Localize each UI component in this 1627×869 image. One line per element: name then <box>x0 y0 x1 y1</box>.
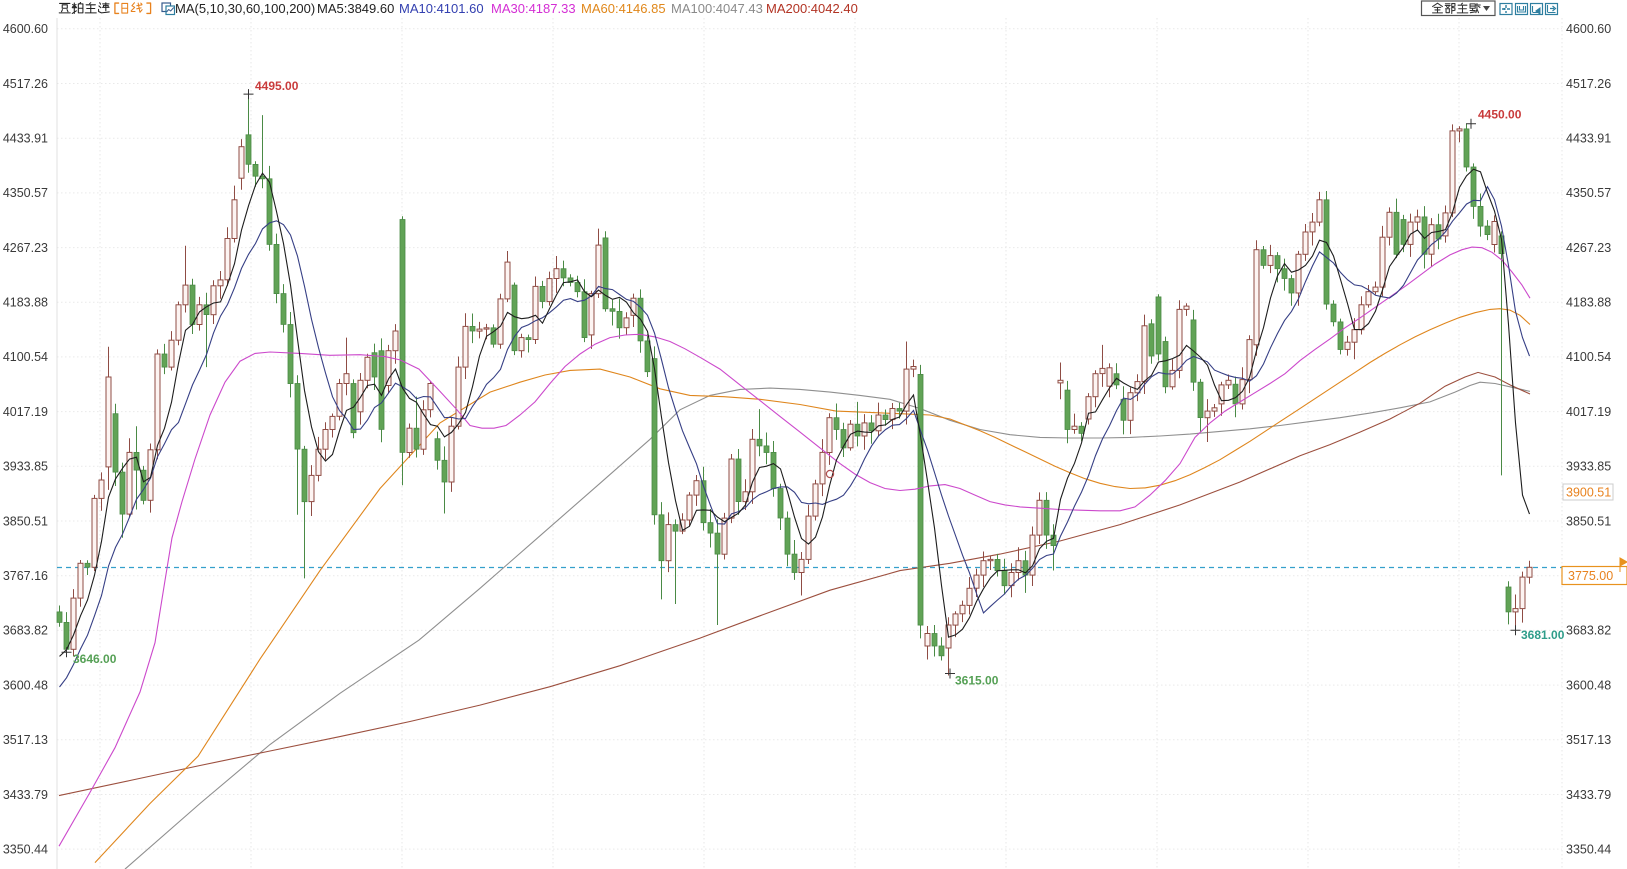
svg-text:4433.91: 4433.91 <box>1566 132 1611 146</box>
svg-text:3350.44: 3350.44 <box>3 842 48 856</box>
svg-text:4183.88: 4183.88 <box>3 296 48 310</box>
svg-text:3517.13: 3517.13 <box>3 733 48 747</box>
svg-text:4183.88: 4183.88 <box>1566 296 1611 310</box>
svg-text:4350.57: 4350.57 <box>3 186 48 200</box>
svg-text:3900.51: 3900.51 <box>1566 486 1611 500</box>
svg-text:4100.54: 4100.54 <box>1566 350 1611 364</box>
svg-text:4267.23: 4267.23 <box>1566 241 1611 255</box>
svg-text:4495.00: 4495.00 <box>255 79 299 93</box>
svg-text:3646.00: 3646.00 <box>73 652 117 666</box>
svg-text:4350.57: 4350.57 <box>1566 186 1611 200</box>
svg-text:4517.26: 4517.26 <box>1566 77 1611 91</box>
svg-text:3433.79: 3433.79 <box>3 788 48 802</box>
svg-text:MA(5,10,30,60,100,200): MA(5,10,30,60,100,200) <box>175 1 315 16</box>
svg-text:3433.79: 3433.79 <box>1566 788 1611 802</box>
svg-text:MA30:4187.33: MA30:4187.33 <box>491 1 576 16</box>
svg-text:4600.60: 4600.60 <box>3 22 48 36</box>
svg-text:MA60:4146.85: MA60:4146.85 <box>581 1 666 16</box>
svg-text:4267.23: 4267.23 <box>3 241 48 255</box>
svg-text:3600.48: 3600.48 <box>1566 678 1611 692</box>
svg-text:MA100:4047.43: MA100:4047.43 <box>671 1 763 16</box>
svg-text:4017.19: 4017.19 <box>1566 405 1611 419</box>
svg-text:4450.00: 4450.00 <box>1478 108 1522 122</box>
svg-text:3933.85: 3933.85 <box>1566 460 1611 474</box>
svg-text:MA10:4101.60: MA10:4101.60 <box>399 1 484 16</box>
svg-text:3683.82: 3683.82 <box>1566 624 1611 638</box>
svg-text:3683.82: 3683.82 <box>3 624 48 638</box>
svg-text:3615.00: 3615.00 <box>955 674 999 688</box>
svg-text:MA200:4042.40: MA200:4042.40 <box>766 1 858 16</box>
svg-text:3350.44: 3350.44 <box>1566 842 1611 856</box>
svg-text:3681.00: 3681.00 <box>1521 628 1565 642</box>
svg-text:4433.91: 4433.91 <box>3 132 48 146</box>
svg-text:3775.00: 3775.00 <box>1568 569 1613 583</box>
svg-text:MA5:3849.60: MA5:3849.60 <box>317 1 394 16</box>
svg-text:3517.13: 3517.13 <box>1566 733 1611 747</box>
svg-text:3600.48: 3600.48 <box>3 678 48 692</box>
svg-text:3767.16: 3767.16 <box>3 569 48 583</box>
svg-text:4517.26: 4517.26 <box>3 77 48 91</box>
svg-text:4100.54: 4100.54 <box>3 350 48 364</box>
svg-text:4017.19: 4017.19 <box>3 405 48 419</box>
svg-text:3850.51: 3850.51 <box>3 514 48 528</box>
svg-text:4600.60: 4600.60 <box>1566 22 1611 36</box>
svg-text:3850.51: 3850.51 <box>1566 514 1611 528</box>
svg-text:3933.85: 3933.85 <box>3 460 48 474</box>
